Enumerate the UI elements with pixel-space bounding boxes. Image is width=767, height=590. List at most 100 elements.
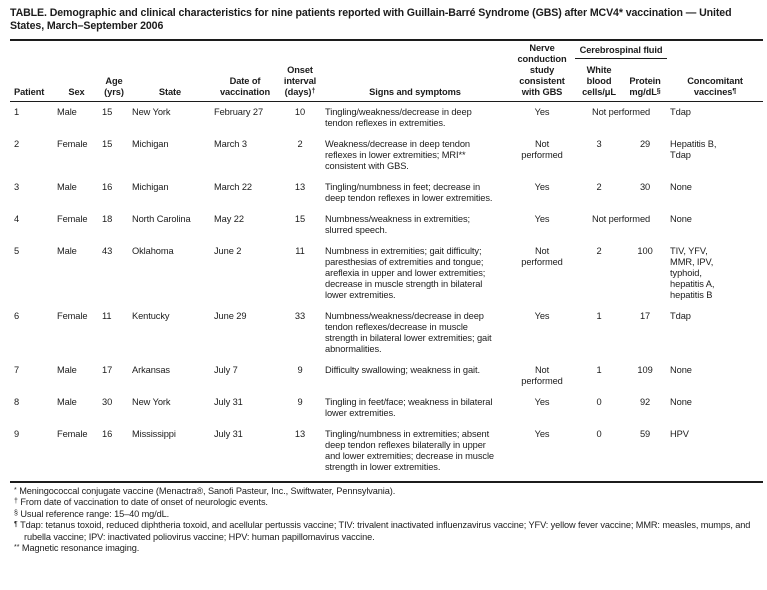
cell-age: 11	[102, 311, 112, 321]
cell-sex: Male	[57, 246, 77, 256]
cell-sex: Male	[57, 182, 77, 192]
cell-onset-interval: 13	[294, 182, 306, 192]
cell-sex: Female	[57, 139, 88, 149]
col-header-age: Age (yrs)	[99, 58, 129, 103]
protein-footnote-marker: §	[656, 88, 661, 95]
footnote-text: From date of vaccination to date of onse…	[20, 497, 268, 508]
table-row: 6 Female 11 Kentucky June 29 33 Numbness…	[10, 311, 763, 365]
cell-signs-and-symptoms: Numbness in extremities; gait difficulty…	[325, 246, 486, 300]
cell-state: Oklahoma	[132, 246, 174, 256]
cell-nerve-conduction: Yes	[534, 311, 550, 321]
cell-sex: Male	[57, 397, 77, 407]
cell-date-of-vaccination: June 29	[214, 311, 247, 321]
data-table: Nerve conduction study consistent with G…	[10, 39, 764, 483]
cell-nerve-conduction: Yes	[534, 429, 550, 439]
footnote-text: Tdap: tetanus toxoid, reduced diphtheria…	[20, 520, 751, 542]
cell-concomitant-vaccines: Hepatitis B, Tdap	[670, 139, 717, 160]
cell-concomitant-vaccines: None	[670, 365, 692, 375]
footnote-mcv4: * Meningococcal conjugate vaccine (Menac…	[14, 486, 759, 497]
footnote-text: Magnetic resonance imaging.	[21, 543, 140, 554]
cell-nerve-conduction: Yes	[534, 182, 550, 192]
cell-csf-combined: Not performed	[591, 107, 651, 117]
cell-concomitant-vaccines: TIV, YFV, MMR, IPV, typhoid, hepatitis A…	[670, 246, 715, 300]
cell-white-blood-cells: 1	[596, 311, 602, 321]
cell-onset-interval: 2	[297, 139, 303, 149]
cell-csf-combined: Not performed	[591, 214, 651, 224]
cell-state: Arkansas	[132, 365, 170, 375]
cell-protein: 29	[639, 139, 651, 149]
cell-concomitant-vaccines: None	[670, 397, 692, 407]
footnote-vaccine-abbreviations: ¶ Tdap: tetanus toxoid, reduced diphther…	[14, 520, 759, 543]
footnote-text: Meningococcal conjugate vaccine (Menactr…	[19, 486, 396, 496]
table-title: TABLE. Demographic and clinical characte…	[10, 7, 732, 32]
cell-date-of-vaccination: March 22	[214, 182, 252, 192]
header-row-groups: Nerve conduction study consistent with G…	[10, 40, 764, 102]
col-header-patient: Patient	[10, 58, 54, 103]
table-row: 5 Male 43 Oklahoma June 2 11 Numbness in…	[10, 246, 763, 311]
cell-date-of-vaccination: March 3	[214, 139, 247, 149]
table-row: 4 Female 18 North Carolina May 22 15 Num…	[10, 214, 763, 246]
table-row: 1 Male 15 New York February 27 10 Tingli…	[10, 102, 763, 140]
table-row: 8 Male 30 New York July 31 9 Tingling in…	[10, 397, 763, 429]
col-group-cerebrospinal-fluid: Cerebrospinal fluid	[575, 40, 668, 59]
footnote-onset-interval: † From date of vaccination to date of on…	[14, 497, 759, 508]
cell-signs-and-symptoms: Weakness/decrease in deep tendon reflexe…	[325, 139, 470, 171]
cell-onset-interval: 33	[294, 311, 306, 321]
cell-patient: 7	[14, 365, 20, 375]
cell-age: 30	[102, 397, 113, 407]
cell-patient: 8	[14, 397, 20, 407]
onset-footnote-marker: †	[311, 88, 316, 95]
cell-state: New York	[132, 397, 171, 407]
cell-age: 16	[102, 429, 113, 439]
cell-concomitant-vaccines: None	[670, 214, 692, 224]
cell-sex: Female	[57, 311, 88, 321]
document-page: TABLE. Demographic and clinical characte…	[10, 7, 764, 554]
cell-nerve-conduction: Yes	[534, 397, 550, 407]
cell-concomitant-vaccines: HPV	[670, 429, 689, 439]
col-header-white-blood-cells: White blood cells/μL	[575, 58, 624, 103]
cell-age: 17	[102, 365, 113, 375]
cell-signs-and-symptoms: Numbness/weakness in extremities; slurre…	[325, 214, 470, 235]
cell-date-of-vaccination: February 27	[214, 107, 264, 117]
table-row: 2 Female 15 Michigan March 3 2 Weakness/…	[10, 139, 763, 182]
cell-protein: 59	[639, 429, 651, 439]
cell-nerve-conduction: Not performed	[521, 139, 563, 160]
cell-sex: Male	[57, 107, 77, 117]
cell-white-blood-cells: 3	[596, 139, 602, 149]
cell-onset-interval: 9	[297, 397, 303, 407]
cell-nerve-conduction: Yes	[534, 214, 550, 224]
cell-onset-interval: 15	[294, 214, 306, 224]
cell-white-blood-cells: 1	[596, 365, 602, 375]
cell-patient: 3	[14, 182, 20, 192]
cell-nerve-conduction: Yes	[534, 107, 550, 117]
table-body: 1 Male 15 New York February 27 10 Tingli…	[10, 102, 763, 483]
col-header-sex: Sex	[54, 58, 99, 103]
cell-white-blood-cells: 2	[596, 182, 602, 192]
cell-patient: 2	[14, 139, 20, 149]
col-header-onset-interval: Onset interval (days)†	[279, 58, 321, 103]
col-header-state: State	[129, 58, 211, 103]
cell-nerve-conduction: Not performed	[521, 246, 563, 267]
header-spacer	[10, 40, 509, 58]
footnote-reference-range: § Usual reference range: 15–40 mg/dL.	[14, 509, 759, 520]
cell-patient: 4	[14, 214, 20, 224]
cell-state: New York	[132, 107, 171, 117]
protein-header-label: Protein mg/dL	[629, 76, 661, 97]
cell-age: 16	[102, 182, 113, 192]
cell-patient: 1	[14, 107, 20, 117]
cell-date-of-vaccination: May 22	[214, 214, 244, 224]
cell-protein: 92	[639, 397, 651, 407]
cell-signs-and-symptoms: Tingling/weakness/decrease in deep tendo…	[325, 107, 472, 128]
cell-state: Michigan	[132, 182, 169, 192]
footnote-text: Usual reference range: 15–40 mg/dL.	[20, 508, 170, 519]
cell-age: 18	[102, 214, 113, 224]
footnote-marker: *	[14, 487, 17, 494]
cell-protein: 109	[637, 365, 653, 375]
cell-signs-and-symptoms: Tingling/numbness in feet; decrease in d…	[325, 182, 493, 203]
cell-sex: Female	[57, 214, 88, 224]
cell-white-blood-cells: 2	[596, 246, 602, 256]
cell-state: Kentucky	[132, 311, 170, 321]
table-header: Nerve conduction study consistent with G…	[10, 40, 764, 103]
cell-patient: 6	[14, 311, 20, 321]
table-row: 7 Male 17 Arkansas July 7 9 Difficulty s…	[10, 365, 763, 397]
